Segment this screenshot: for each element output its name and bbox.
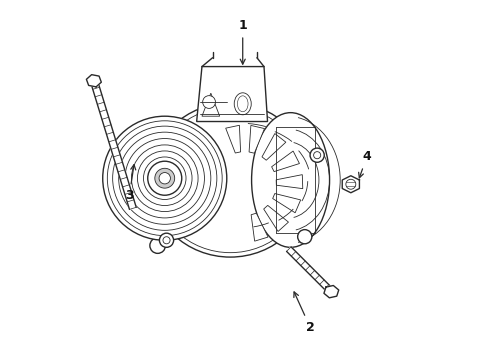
Circle shape xyxy=(147,161,182,195)
Circle shape xyxy=(155,168,174,188)
Polygon shape xyxy=(251,213,267,241)
Polygon shape xyxy=(90,80,136,210)
Polygon shape xyxy=(276,175,302,189)
Text: 1: 1 xyxy=(238,19,246,64)
Circle shape xyxy=(102,116,226,240)
Polygon shape xyxy=(286,247,333,294)
Polygon shape xyxy=(323,285,338,298)
Ellipse shape xyxy=(251,113,329,247)
Text: 2: 2 xyxy=(293,292,314,334)
Polygon shape xyxy=(271,151,299,172)
Polygon shape xyxy=(263,206,288,231)
Polygon shape xyxy=(225,125,240,153)
Polygon shape xyxy=(342,176,359,193)
Circle shape xyxy=(202,96,215,108)
Text: 4: 4 xyxy=(358,150,370,178)
Polygon shape xyxy=(262,134,285,160)
Polygon shape xyxy=(272,194,300,213)
Text: 3: 3 xyxy=(125,165,136,202)
Circle shape xyxy=(159,233,173,247)
Circle shape xyxy=(149,238,165,253)
Ellipse shape xyxy=(234,93,251,115)
Polygon shape xyxy=(248,125,264,153)
Circle shape xyxy=(297,230,311,244)
Polygon shape xyxy=(86,75,101,87)
Polygon shape xyxy=(196,67,267,122)
Ellipse shape xyxy=(149,103,310,257)
Circle shape xyxy=(159,172,170,184)
Polygon shape xyxy=(202,93,219,116)
Circle shape xyxy=(309,148,324,162)
